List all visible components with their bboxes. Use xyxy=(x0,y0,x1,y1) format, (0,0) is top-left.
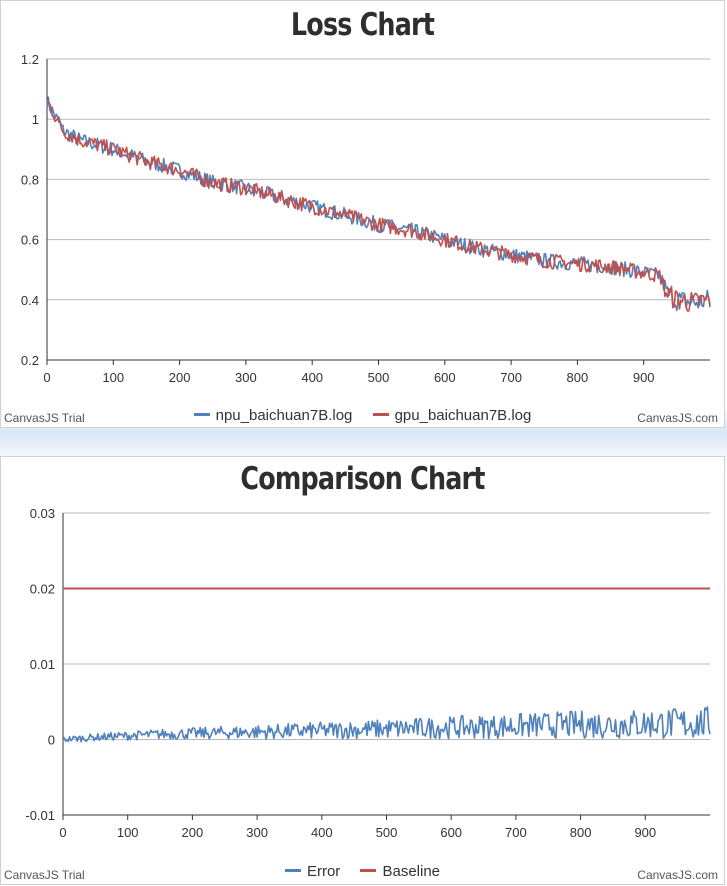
x-tick-label: 400 xyxy=(311,825,333,840)
series-line-npu-baichuan7b-log xyxy=(46,96,711,312)
x-tick-label: 800 xyxy=(567,370,589,385)
x-tick-label: 700 xyxy=(500,370,522,385)
loss-chart-panel: Loss Chart 0.2 0.4 0.6 0.8 1 1.2 0 100 200 300 400… xyxy=(0,0,725,428)
x-tick-label: 700 xyxy=(505,825,527,840)
y-tick-label: 0.2 xyxy=(21,353,39,368)
x-tick-label: 500 xyxy=(368,370,390,385)
y-tick-label: 0.03 xyxy=(30,506,55,521)
series-line-gpu-baichuan7b-log xyxy=(46,99,711,312)
x-tick-label: 0 xyxy=(43,370,50,385)
x-tick-label: 300 xyxy=(246,825,268,840)
legend-item-npu[interactable]: npu_baichuan7B.log xyxy=(193,407,353,424)
x-tick-label: 200 xyxy=(182,825,204,840)
legend-swatch-icon xyxy=(284,868,301,872)
chart-title: Comparison Chart xyxy=(240,461,485,497)
credit-trial: CanvasJS Trial xyxy=(4,411,85,425)
legend-label: Baseline xyxy=(382,863,441,880)
x-tick-label: 400 xyxy=(301,370,323,385)
y-tick-label: -0.01 xyxy=(25,808,55,823)
x-tick-label: 0 xyxy=(59,825,66,840)
comparison-chart-panel: Comparison Chart -0.01 0 0.01 0.02 0.03 0 100 2… xyxy=(0,456,725,885)
series-line-error xyxy=(62,706,711,743)
legend: npu_baichuan7B.log gpu_baichuan7B.log xyxy=(1,407,724,424)
x-tick-label: 100 xyxy=(102,370,124,385)
y-tick-label: 1 xyxy=(32,112,39,127)
legend-item-baseline[interactable]: Baseline xyxy=(360,863,440,880)
x-tick-label: 600 xyxy=(440,825,462,840)
x-tick-label: 600 xyxy=(434,370,456,385)
legend-label: Error xyxy=(306,863,341,880)
legend-swatch-icon xyxy=(372,412,389,416)
legend-item-gpu[interactable]: gpu_baichuan7B.log xyxy=(372,407,532,424)
y-tick-label: 0 xyxy=(48,733,55,748)
x-tick-label: 900 xyxy=(634,825,656,840)
x-tick-label: 800 xyxy=(570,825,592,840)
y-tick-label: 0.01 xyxy=(30,657,55,672)
legend-swatch-icon xyxy=(193,412,210,416)
y-tick-label: 0.4 xyxy=(21,293,39,308)
credit-link[interactable]: CanvasJS.com xyxy=(637,868,718,882)
y-tick-label: 0.6 xyxy=(21,233,39,248)
x-tick-label: 300 xyxy=(235,370,257,385)
legend-swatch-icon xyxy=(360,868,377,872)
y-tick-label: 1.2 xyxy=(21,52,39,67)
legend-label: gpu_baichuan7B.log xyxy=(394,407,532,424)
x-tick-label: 200 xyxy=(169,370,191,385)
credit-link[interactable]: CanvasJS.com xyxy=(637,411,718,425)
chart-title: Loss Chart xyxy=(290,7,435,43)
y-tick-label: 0.8 xyxy=(21,172,39,187)
x-tick-label: 900 xyxy=(633,370,655,385)
loss-chart-plot: 0.2 0.4 0.6 0.8 1 1.2 0 100 200 300 400 500 600 700 80… xyxy=(21,52,711,385)
legend-item-error[interactable]: Error xyxy=(284,863,341,880)
x-tick-label: 100 xyxy=(117,825,139,840)
comparison-chart-plot: -0.01 0 0.01 0.02 0.03 0 100 200 300 400 500 600 700… xyxy=(25,506,711,840)
x-tick-label: 500 xyxy=(376,825,398,840)
y-tick-label: 0.02 xyxy=(30,582,55,597)
credit-trial: CanvasJS Trial xyxy=(4,868,85,882)
legend-label: npu_baichuan7B.log xyxy=(215,407,353,424)
legend: Error Baseline xyxy=(1,863,724,880)
